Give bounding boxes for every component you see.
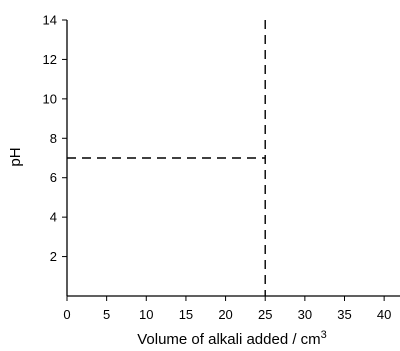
y-tick-label: 14 [43,13,57,28]
x-tick-label: 0 [63,307,70,322]
x-tick-label: 5 [103,307,110,322]
x-axis-title-superscript: 3 [321,329,327,341]
x-tick-label: 40 [377,307,391,322]
x-tick-label: 10 [139,307,153,322]
y-tick-label: 2 [50,249,57,264]
x-ticks: 0 5 10 15 20 25 30 35 40 [63,296,391,322]
x-axis-title-text: Volume of alkali added / cm [137,331,320,348]
y-axis-title: pH [7,147,24,166]
reference-lines [67,20,266,296]
x-tick-label: 15 [179,307,193,322]
x-axis-title: Volume of alkali added / cm3 [137,329,327,348]
y-tick-label: 4 [50,210,57,225]
y-tick-label: 10 [43,91,57,106]
x-tick-label: 35 [337,307,351,322]
x-tick-label: 20 [218,307,232,322]
y-tick-label: 8 [50,131,57,146]
y-tick-label: 12 [43,52,57,67]
y-tick-label: 6 [50,170,57,185]
x-tick-label: 30 [298,307,312,322]
y-ticks: 2 4 6 8 10 12 14 [43,13,67,264]
x-tick-label: 25 [258,307,272,322]
